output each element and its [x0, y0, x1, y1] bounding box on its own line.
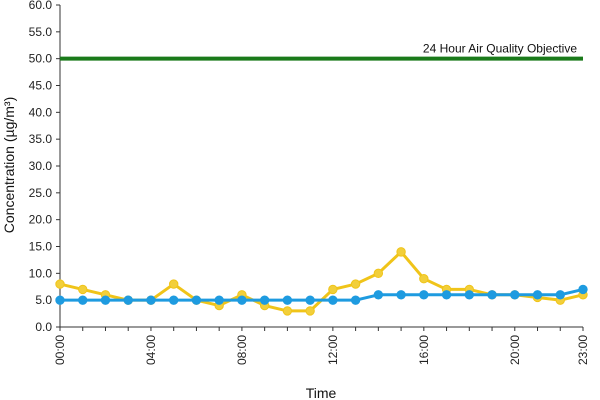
data-point [282, 306, 293, 316]
data-point [373, 268, 384, 279]
data-point [328, 295, 338, 305]
data-point [191, 295, 202, 305]
x-tick-label: 12:00 [326, 335, 340, 365]
data-point [55, 295, 65, 305]
data-point [259, 295, 270, 305]
data-point [305, 306, 315, 316]
x-tick-label: 04:00 [144, 335, 158, 365]
data-point [578, 284, 588, 295]
data-point [396, 290, 406, 300]
y-tick-label: 0.0 [35, 320, 52, 334]
series-group [55, 247, 588, 316]
x-tick-label: 00:00 [53, 335, 67, 365]
x-axis-title: Time [306, 385, 337, 400]
y-tick-label: 60.0 [29, 0, 53, 12]
y-tick-label: 35.0 [29, 132, 53, 146]
data-point [419, 290, 429, 300]
data-point [78, 284, 88, 295]
data-point [168, 295, 179, 305]
x-tick-label: 23:00 [576, 335, 590, 365]
data-point [464, 290, 475, 300]
data-point [532, 290, 543, 300]
y-tick-label: 50.0 [29, 52, 53, 66]
x-tick-labels: 00:00 04:00 08:00 12:00 16:00 20:00 23:00 [53, 327, 590, 365]
data-point [350, 295, 361, 305]
y-tick-label: 40.0 [29, 105, 53, 119]
data-point [55, 279, 65, 289]
y-tick-label: 30.0 [29, 159, 53, 173]
data-point [282, 295, 293, 305]
y-tick-labels: 0.0 5.0 10.0 15.0 20.0 25.0 30.0 35.0 40.0 45.0 50… [29, 0, 60, 334]
reference-line-label: 24 Hour Air Quality Objective [423, 42, 577, 56]
series-line [59, 250, 584, 313]
data-point [100, 295, 111, 305]
data-point [396, 247, 406, 257]
y-tick-label: 25.0 [29, 186, 53, 200]
data-point [350, 279, 361, 289]
x-tick-label: 20:00 [508, 335, 522, 365]
y-tick-label: 55.0 [29, 25, 53, 39]
y-tick-label: 15.0 [29, 240, 53, 254]
y-tick-label: 20.0 [29, 213, 53, 227]
data-point [237, 295, 247, 305]
y-tick-label: 10.0 [29, 266, 53, 280]
reference-line-group: 24 Hour Air Quality Objective [60, 42, 583, 61]
series-1 [55, 247, 588, 316]
y-axis-title: Concentration (µg/m³) [1, 97, 17, 233]
data-point [555, 290, 565, 300]
data-point [146, 295, 156, 305]
y-tick-label: 5.0 [35, 293, 52, 307]
data-point [487, 290, 497, 300]
series-2 [55, 284, 588, 305]
y-tick-label: 45.0 [29, 79, 53, 93]
data-point [168, 279, 179, 289]
data-point [123, 295, 133, 305]
x-tick-label: 16:00 [417, 335, 431, 365]
data-point [305, 295, 315, 305]
data-point [78, 295, 88, 305]
x-tick-label: 08:00 [235, 335, 249, 365]
data-point [328, 284, 338, 295]
data-point [510, 290, 520, 300]
data-point [373, 290, 384, 300]
data-point [419, 274, 429, 284]
data-point [214, 295, 224, 305]
data-point [441, 290, 452, 300]
